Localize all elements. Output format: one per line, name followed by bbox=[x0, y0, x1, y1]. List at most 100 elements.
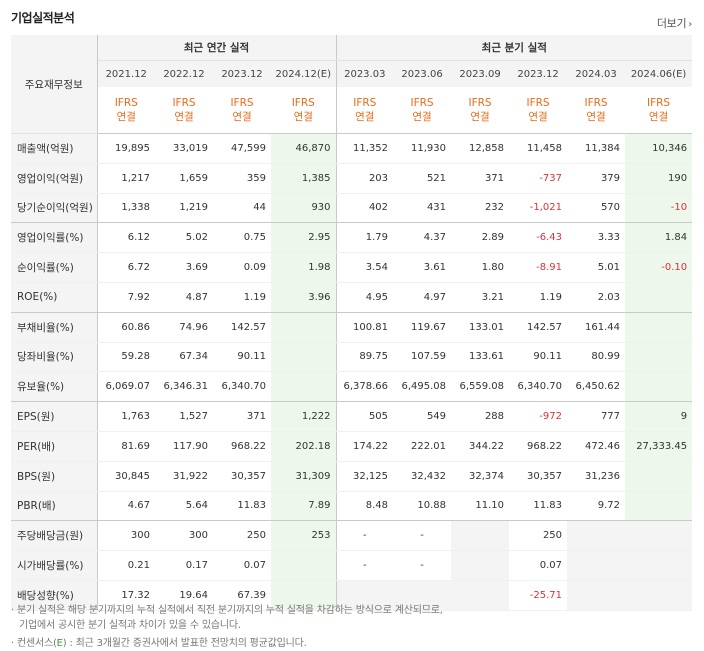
accounting-basis-header: IFRS 연결 bbox=[393, 87, 452, 134]
table-cell bbox=[625, 312, 693, 343]
table-cell: 11.83 bbox=[213, 491, 271, 522]
table-cell: 6,069.07 bbox=[97, 371, 155, 403]
table-cell: 9 bbox=[625, 401, 693, 432]
table-row: PBR(배) 4.67 5.64 11.83 7.89 8.48 10.88 11.10 11.… bbox=[11, 491, 693, 522]
table-cell: -8.91 bbox=[509, 252, 568, 283]
row-label: 부채비율(%) bbox=[11, 312, 98, 343]
table-cell: 1,217 bbox=[97, 163, 155, 194]
ifrs-label: IFRS bbox=[468, 97, 492, 109]
table-cell: 222.01 bbox=[393, 431, 452, 462]
table-cell bbox=[625, 342, 693, 373]
table-cell: 2.89 bbox=[451, 222, 510, 254]
table-cell: 570 bbox=[567, 193, 626, 224]
table-cell: 46,870 bbox=[271, 133, 337, 164]
table-cell bbox=[271, 550, 337, 581]
table-cell: 930 bbox=[271, 193, 337, 224]
row-label-header: 주요재무정보 bbox=[11, 35, 98, 134]
row-label: PER(배) bbox=[11, 431, 98, 462]
accounting-basis-header: IFRS 연결 bbox=[625, 87, 693, 134]
table-row: 부채비율(%) 60.86 74.96 142.57 100.81 119.67 133.0… bbox=[11, 312, 693, 343]
table-cell: 6.72 bbox=[97, 252, 155, 283]
row-label: 순이익률(%) bbox=[11, 252, 98, 283]
table-cell: 27,333.45 bbox=[625, 431, 693, 462]
row-label: BPS(원) bbox=[11, 461, 98, 492]
table-cell: 74.96 bbox=[155, 312, 213, 343]
table-cell: 1,219 bbox=[155, 193, 213, 224]
table-cell: 6.12 bbox=[97, 222, 155, 254]
table-cell: 9.72 bbox=[567, 491, 626, 522]
table-cell: 11,930 bbox=[393, 133, 452, 164]
table-cell: 12,858 bbox=[451, 133, 510, 164]
table-cell: 1.98 bbox=[271, 252, 337, 283]
row-label: 영업이익(억원) bbox=[11, 163, 98, 194]
row-label: 당기순이익(억원) bbox=[11, 193, 98, 224]
table-cell: 3.21 bbox=[451, 282, 510, 313]
more-link[interactable]: 더보기 › bbox=[657, 15, 692, 31]
table-cell: 1.79 bbox=[336, 222, 394, 254]
table-cell: 8.48 bbox=[336, 491, 394, 522]
table-cell: 6,346.31 bbox=[155, 371, 213, 403]
table-cell: 5.02 bbox=[155, 222, 213, 254]
table-cell: 90.11 bbox=[509, 342, 568, 373]
table-cell: 4.67 bbox=[97, 491, 155, 522]
period-header: 2021.12 bbox=[97, 60, 155, 87]
accounting-basis-header: IFRS 연결 bbox=[336, 87, 394, 134]
table-cell: 10,346 bbox=[625, 133, 693, 164]
accounting-basis-header: IFRS 연결 bbox=[97, 87, 155, 134]
table-cell: 1,385 bbox=[271, 163, 337, 194]
row-label: EPS(원) bbox=[11, 401, 98, 432]
table-cell: 253 bbox=[271, 520, 337, 552]
table-cell: 1,338 bbox=[97, 193, 155, 224]
table-cell: 777 bbox=[567, 401, 626, 432]
note-consensus: · 컨센서스(E) : 최근 3개월간 증권사에서 발표한 전망치의 평균값입니… bbox=[11, 638, 307, 649]
table-cell: 202.18 bbox=[271, 431, 337, 462]
row-label: ROE(%) bbox=[11, 282, 98, 313]
table-cell: 359 bbox=[213, 163, 271, 194]
table-cell: 44 bbox=[213, 193, 271, 224]
basis-label: 연결 bbox=[528, 111, 548, 123]
table-cell: 431 bbox=[393, 193, 452, 224]
more-label: 더보기 bbox=[656, 17, 687, 30]
annual-group-header: 최근 연간 실적 bbox=[97, 35, 337, 61]
accounting-basis-header: IFRS 연결 bbox=[451, 87, 510, 134]
table-row: 배당성향(%) 17.32 19.64 67.39 -25.71 bbox=[11, 580, 693, 611]
table-cell: 5.64 bbox=[155, 491, 213, 522]
row-label: 매출액(억원) bbox=[11, 133, 98, 164]
table-cell: 250 bbox=[509, 520, 568, 552]
table-row: 순이익률(%) 6.72 3.69 0.09 1.98 3.54 3.61 1.80 -8.91… bbox=[11, 252, 693, 283]
table-cell: 17.32 bbox=[97, 580, 155, 611]
table-row: 시가배당률(%) 0.21 0.17 0.07- -0.07 bbox=[11, 550, 693, 581]
table-cell: 3.69 bbox=[155, 252, 213, 283]
table-row: 영업이익률(%) 6.12 5.02 0.75 2.95 1.79 4.37 2.89 -6.4… bbox=[11, 222, 693, 254]
table-cell bbox=[271, 371, 337, 403]
row-label: 주당배당금(원) bbox=[11, 520, 98, 552]
table-row: EPS(원) 1,763 1,527 371 1,222 505 549 288 -972 777… bbox=[11, 401, 693, 432]
table-cell: 4.95 bbox=[336, 282, 394, 313]
table-cell: - bbox=[393, 550, 452, 581]
table-cell: 1.19 bbox=[213, 282, 271, 313]
row-label: PBR(배) bbox=[11, 491, 98, 522]
table-row: PER(배) 81.69 117.90 968.22 202.18 174.22 222.0… bbox=[11, 431, 693, 462]
table-cell: 133.01 bbox=[451, 312, 510, 343]
ifrs-label: IFRS bbox=[584, 97, 608, 109]
table-cell: 1.19 bbox=[509, 282, 568, 313]
period-header: 2022.12 bbox=[155, 60, 213, 87]
row-label: 배당성향(%) bbox=[11, 580, 98, 611]
table-cell: 67.39 bbox=[213, 580, 271, 611]
table-cell: 89.75 bbox=[336, 342, 394, 373]
table-cell: 31,922 bbox=[155, 461, 213, 492]
ifrs-label: IFRS bbox=[114, 97, 138, 109]
table-cell: 0.07 bbox=[509, 550, 568, 581]
table-cell: 4.37 bbox=[393, 222, 452, 254]
ifrs-label: IFRS bbox=[230, 97, 254, 109]
basis-label: 연결 bbox=[412, 111, 432, 123]
table-cell: 250 bbox=[213, 520, 271, 552]
table-cell: 0.75 bbox=[213, 222, 271, 254]
table-cell: 31,309 bbox=[271, 461, 337, 492]
table-cell: 60.86 bbox=[97, 312, 155, 343]
basis-label: 연결 bbox=[174, 111, 194, 123]
ifrs-label: IFRS bbox=[291, 97, 315, 109]
table-cell: -972 bbox=[509, 401, 568, 432]
table-cell: 968.22 bbox=[509, 431, 568, 462]
table-cell: 107.59 bbox=[393, 342, 452, 373]
